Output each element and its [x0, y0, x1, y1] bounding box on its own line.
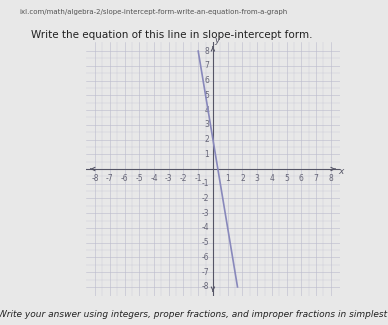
Text: -6: -6 [121, 174, 128, 183]
Text: 5: 5 [284, 174, 289, 183]
Text: Write the equation of this line in slope-intercept form.: Write the equation of this line in slope… [31, 30, 312, 40]
Text: x: x [338, 167, 344, 176]
Text: 7: 7 [314, 174, 319, 183]
Text: -8: -8 [91, 174, 99, 183]
Text: y: y [214, 36, 219, 45]
Text: 2: 2 [204, 135, 209, 144]
Text: 4: 4 [204, 106, 209, 114]
Text: 3: 3 [255, 174, 260, 183]
Text: 6: 6 [204, 76, 209, 85]
Text: -7: -7 [106, 174, 114, 183]
Text: -5: -5 [202, 238, 209, 247]
Text: ixl.com/math/algebra-2/slope-intercept-form-write-an-equation-from-a-graph: ixl.com/math/algebra-2/slope-intercept-f… [19, 9, 288, 15]
Text: 8: 8 [204, 46, 209, 56]
Text: 2: 2 [240, 174, 245, 183]
Text: 3: 3 [204, 120, 209, 129]
Text: -8: -8 [202, 282, 209, 292]
Text: 1: 1 [225, 174, 230, 183]
Text: -4: -4 [202, 224, 209, 232]
Text: -1: -1 [202, 179, 209, 188]
Text: 7: 7 [204, 61, 209, 70]
Text: -3: -3 [165, 174, 173, 183]
Text: -4: -4 [150, 174, 158, 183]
Text: 6: 6 [299, 174, 304, 183]
Text: 5: 5 [204, 91, 209, 100]
Text: -5: -5 [135, 174, 143, 183]
Text: -3: -3 [202, 209, 209, 218]
Text: 1: 1 [204, 150, 209, 159]
Text: -2: -2 [180, 174, 187, 183]
Text: -6: -6 [202, 253, 209, 262]
Text: -7: -7 [202, 268, 209, 277]
Text: 8: 8 [329, 174, 333, 183]
Text: -2: -2 [202, 194, 209, 203]
Text: 4: 4 [269, 174, 274, 183]
Text: Write your answer using integers, proper fractions, and improper fractions in si: Write your answer using integers, proper… [0, 310, 388, 319]
Text: -1: -1 [194, 174, 202, 183]
